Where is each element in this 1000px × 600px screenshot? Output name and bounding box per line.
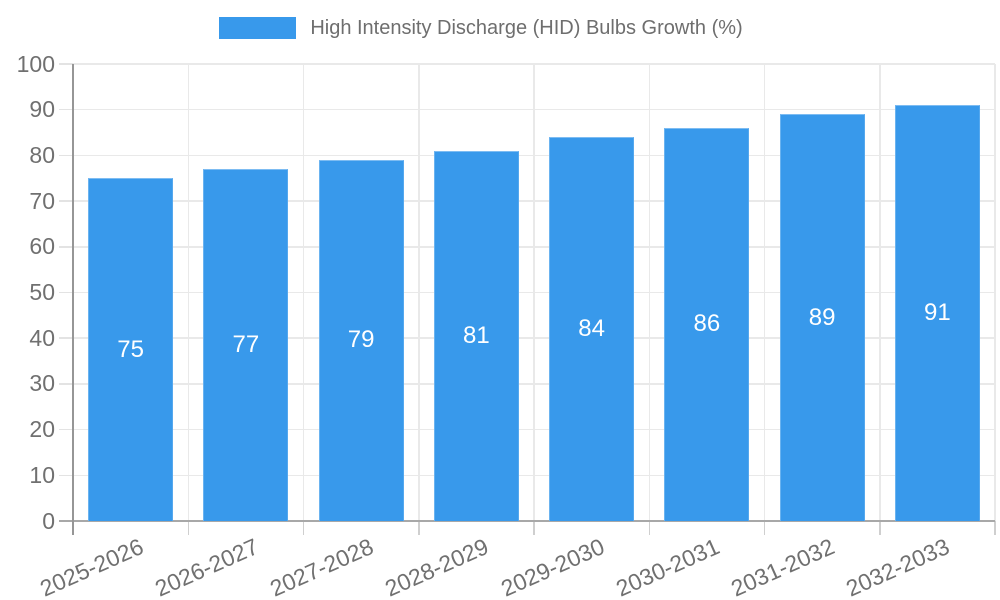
x-tick-label: 2027-2028 xyxy=(266,533,378,600)
x-tick-label: 2031-2032 xyxy=(727,533,839,600)
y-tick-mark xyxy=(59,383,73,385)
x-gridline xyxy=(648,64,650,521)
x-tick-label: 2029-2030 xyxy=(496,533,608,600)
chart-legend: High Intensity Discharge (HID) Bulbs Gro… xyxy=(0,16,981,40)
y-tick-label: 20 xyxy=(29,416,55,443)
y-tick-label: 70 xyxy=(29,187,55,214)
x-gridline xyxy=(879,64,881,521)
y-tick-mark xyxy=(59,200,73,202)
x-tick-label: 2025-2026 xyxy=(35,533,147,600)
x-tick-label: 2026-2027 xyxy=(150,533,263,600)
x-tick-label: 2028-2029 xyxy=(381,533,493,600)
y-tick-mark xyxy=(59,291,73,294)
x-tick-mark xyxy=(994,521,996,535)
legend-item-hid-growth[interactable]: High Intensity Discharge (HID) Bulbs Gro… xyxy=(219,16,743,40)
legend-label: High Intensity Discharge (HID) Bulbs Gro… xyxy=(310,17,743,39)
x-tick-label: 2030-2031 xyxy=(611,533,724,600)
bar-value-label: 75 xyxy=(117,335,144,363)
x-axis-line xyxy=(59,520,995,522)
y-tick-mark xyxy=(59,474,73,477)
x-tick-mark xyxy=(533,521,535,535)
bar-2026-2027 xyxy=(203,169,289,521)
y-tick-mark xyxy=(59,63,73,65)
x-gridline xyxy=(994,64,996,521)
y-tick-label: 50 xyxy=(29,279,55,305)
x-gridline xyxy=(187,64,189,521)
bar-2027-2028 xyxy=(318,159,404,521)
y-tick-label: 0 xyxy=(42,507,55,534)
y-tick-mark xyxy=(59,108,73,111)
y-tick-label: 30 xyxy=(29,370,55,397)
y-tick-label: 60 xyxy=(29,233,55,260)
y-tick-label: 80 xyxy=(29,141,55,168)
bar-value-label: 77 xyxy=(232,331,260,359)
x-tick-mark xyxy=(187,521,189,535)
y-tick-mark xyxy=(59,246,73,248)
x-gridline xyxy=(533,64,535,521)
y-tick-label: 40 xyxy=(29,324,55,351)
bar-value-label: 79 xyxy=(347,326,375,354)
bar-value-label: 86 xyxy=(693,310,721,338)
x-tick-mark xyxy=(763,521,766,535)
x-tick-label: 2032-2033 xyxy=(842,533,954,600)
bar-value-label: 84 xyxy=(578,315,605,343)
y-axis-line xyxy=(72,64,74,535)
x-gridline xyxy=(302,64,305,521)
y-tick-mark xyxy=(59,337,73,339)
y-tick-label: 10 xyxy=(29,461,55,488)
x-gridline xyxy=(418,64,420,521)
x-tick-mark xyxy=(302,521,305,535)
y-tick-label: 100 xyxy=(16,50,55,77)
x-tick-mark xyxy=(648,521,650,535)
bar-2029-2030 xyxy=(549,137,635,521)
x-gridline xyxy=(763,64,766,521)
bar-2028-2029 xyxy=(433,150,519,521)
y-tick-label: 90 xyxy=(29,96,55,123)
y-tick-mark xyxy=(59,428,73,431)
bar-value-label: 91 xyxy=(924,299,951,327)
bar-value-label: 89 xyxy=(808,303,836,331)
x-tick-mark xyxy=(418,521,420,535)
bar-2025-2026 xyxy=(88,178,174,521)
bar-2030-2031 xyxy=(664,127,750,521)
legend-swatch xyxy=(219,17,297,39)
y-tick-mark xyxy=(59,154,73,157)
bar-value-label: 81 xyxy=(463,321,490,349)
bar-2031-2032 xyxy=(779,114,865,521)
bar-2032-2033 xyxy=(894,105,980,521)
x-tick-mark xyxy=(879,521,881,535)
